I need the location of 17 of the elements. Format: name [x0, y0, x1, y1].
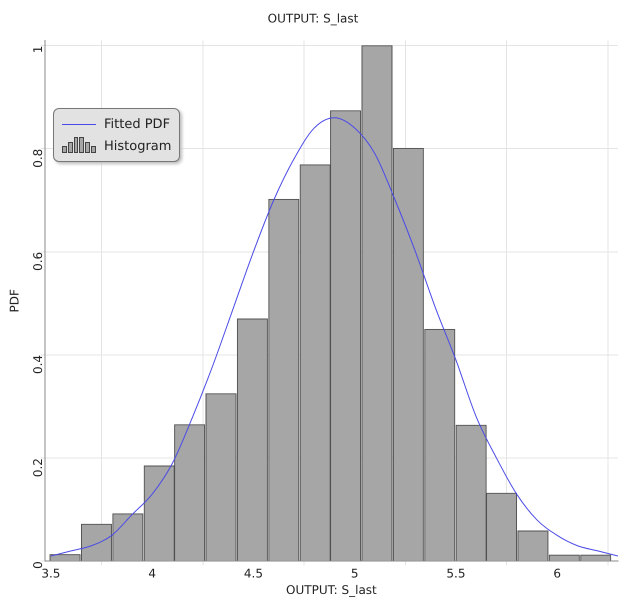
x-tick-label: 3.5 [41, 566, 60, 581]
y-tick-label: 0.4 [30, 354, 45, 374]
y-tick-label: 0.2 [30, 458, 45, 478]
x-tick-label: 4 [148, 566, 156, 581]
y-tick-label: 0 [30, 561, 45, 569]
y-axis-title: PDF [7, 289, 22, 312]
chart-title: OUTPUT: S_last [268, 11, 359, 26]
legend-label: Fitted PDF [104, 116, 170, 132]
legend-label: Histogram [104, 138, 172, 154]
x-axis-title: OUTPUT: S_last [286, 582, 378, 597]
x-tick-label: 5 [350, 566, 359, 581]
x-tick-label: 4.5 [244, 566, 263, 581]
y-tick-label: 1 [30, 46, 45, 54]
y-tick-label: 0.6 [30, 252, 45, 271]
x-tick-label: 6 [553, 566, 562, 581]
x-tick-label: 5.5 [446, 566, 466, 581]
y-tick-label: 0.8 [30, 148, 45, 168]
